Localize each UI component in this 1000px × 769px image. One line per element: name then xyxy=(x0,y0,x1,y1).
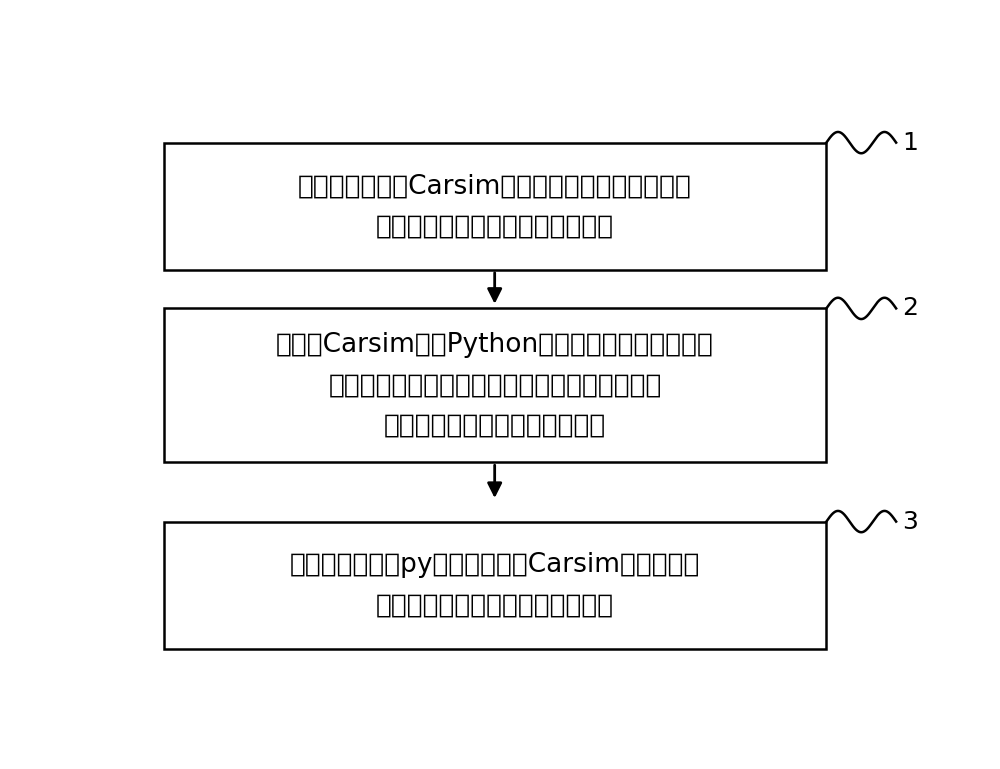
Text: 3: 3 xyxy=(902,510,918,534)
Text: 2: 2 xyxy=(902,296,918,321)
FancyBboxPatch shape xyxy=(164,521,826,649)
Text: 通过编写相应的py控制文件，对Carsim中车辆模型
进行符合要求的最小转弯半径仿真: 通过编写相应的py控制文件，对Carsim中车辆模型 进行符合要求的最小转弯半径… xyxy=(290,552,700,618)
FancyBboxPatch shape xyxy=(164,308,826,462)
Text: 根据现有参数在Carsim中的转向系中建立车辆动力
学模型，并确保必需参数的准确性: 根据现有参数在Carsim中的转向系中建立车辆动力 学模型，并确保必需参数的准确… xyxy=(298,173,692,239)
Text: 1: 1 xyxy=(902,131,918,155)
FancyBboxPatch shape xyxy=(164,142,826,270)
Text: 定义好Carsim中的Python接口，包括路径配置文件
、模型的输入变量和输出变量，并且建立最外侧
车轮的轮胎印记中心的观测变量: 定义好Carsim中的Python接口，包括路径配置文件 、模型的输入变量和输出… xyxy=(276,332,714,438)
